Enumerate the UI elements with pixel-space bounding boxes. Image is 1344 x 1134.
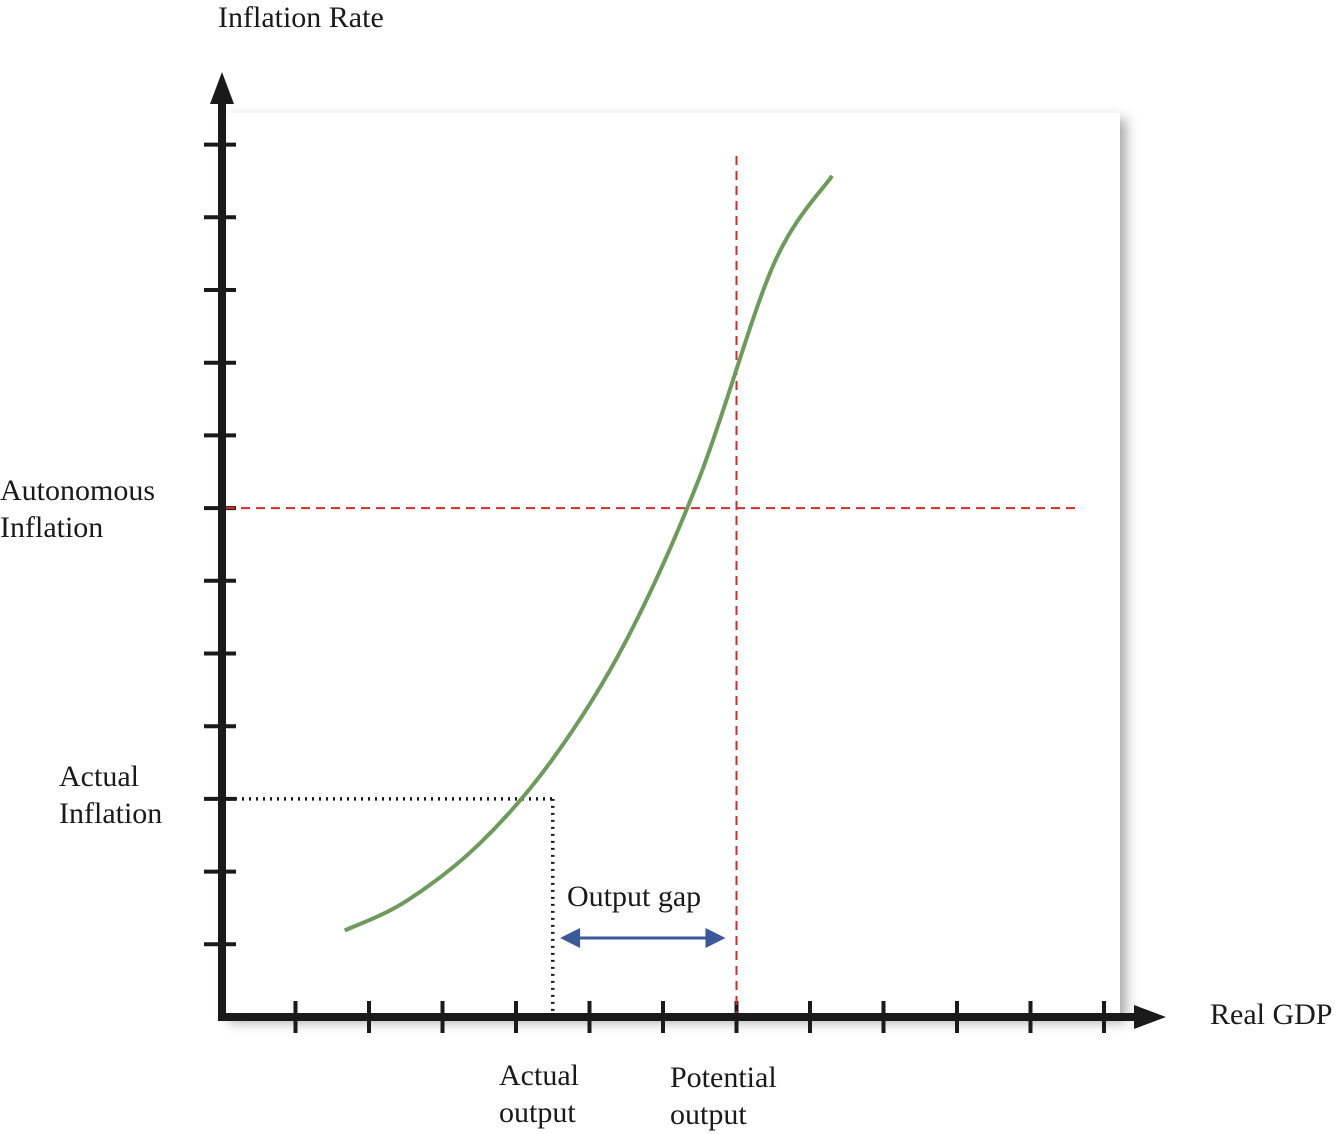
plot-panel xyxy=(222,113,1120,1016)
autonomous-inflation-label-line1: Autonomous xyxy=(0,474,155,507)
output-gap-label: Output gap xyxy=(567,880,701,913)
output-gap-arrowhead-left xyxy=(560,928,581,948)
potential-output-label-line1: Potential xyxy=(670,1061,777,1094)
actual-output-label-line2: output xyxy=(499,1096,576,1129)
actual-inflation-label-line1: Actual xyxy=(59,760,139,793)
actual-output-label-line1: Actual xyxy=(499,1059,579,1092)
y-axis-ticks xyxy=(204,142,236,947)
potential-output-label-line2: output xyxy=(670,1098,747,1131)
x-axis-ticks xyxy=(293,1001,1106,1033)
output-gap-arrowhead-right xyxy=(705,928,726,948)
actual-inflation-label-line2: Inflation xyxy=(59,797,162,830)
x-axis-label: Real GDP xyxy=(1210,998,1333,1031)
y-axis-label: Inflation Rate xyxy=(218,1,384,34)
autonomous-inflation-label-line2: Inflation xyxy=(0,511,103,544)
phillips-curve xyxy=(343,174,834,933)
y-axis-arrow xyxy=(210,72,234,104)
x-axis-arrow xyxy=(1134,1005,1166,1029)
